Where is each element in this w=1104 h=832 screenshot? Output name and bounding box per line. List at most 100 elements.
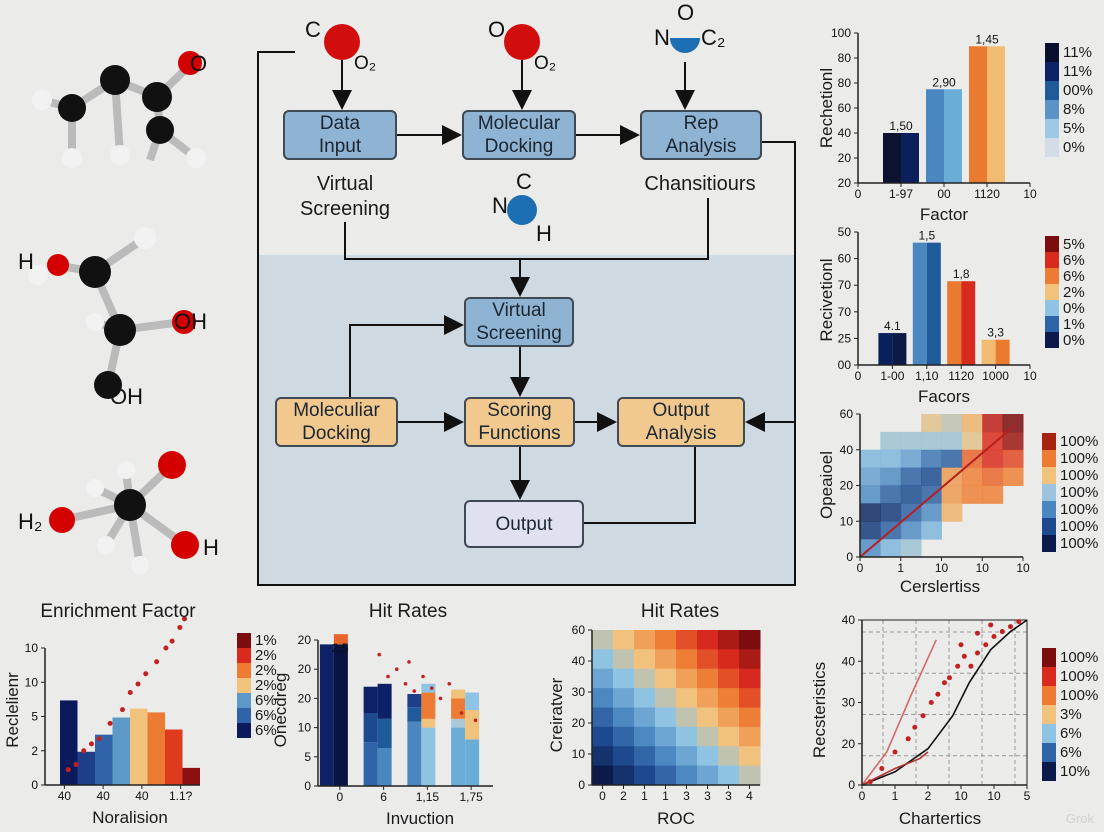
bar (944, 89, 962, 183)
x-tick-label: 1-00 (880, 369, 904, 383)
factor-bar-chart: 1,50 2,90 1,45 20 20 40 60 80 80 100 0 1-97 00 1120 10 (831, 26, 1037, 201)
heatmap-cell (655, 668, 677, 689)
y-tick-label: 20 (572, 716, 586, 730)
legend-label: 100% (1060, 535, 1099, 552)
legend-label: 100% (1060, 450, 1099, 467)
atom-label: H (18, 249, 34, 274)
atom-label: H (203, 535, 219, 560)
heatmap-cell (718, 765, 740, 786)
nch-molecule-icon (507, 195, 537, 225)
heatmap-cell (592, 649, 614, 670)
y-tick-label: 40 (842, 654, 856, 668)
legend-swatch (1045, 100, 1059, 119)
scatter-dot (421, 674, 425, 679)
heatmap-cell (921, 414, 942, 433)
bar (95, 734, 113, 785)
chart-svg: 0 10 20 40 60 0 1 10 10 10 (840, 407, 1030, 575)
y-tick-label: 10 (840, 514, 854, 528)
x-tick-label: 3 (704, 789, 711, 803)
scatter-dot (81, 748, 87, 754)
legend-label: 10% (1060, 763, 1091, 780)
heatmap-cell (676, 765, 698, 786)
data-input-box[interactable]: Data Input (283, 110, 397, 160)
virtual-screening-box[interactable]: Virtual Screening (464, 297, 574, 347)
scatter-dot (905, 736, 911, 742)
noc2-molecule-icon (670, 38, 700, 53)
legend-label: 100% (1060, 649, 1099, 666)
heatmap-cell (739, 649, 761, 670)
legend-label: 2% (255, 677, 277, 694)
chart-title: Enrichment Factor (40, 601, 196, 622)
scatter-dot (182, 616, 187, 622)
heatmap-cell (697, 649, 719, 670)
x-axis-label: Facors (918, 387, 970, 406)
bar (901, 133, 919, 183)
heatmap-cell (718, 688, 740, 708)
series-line (861, 751, 929, 786)
chart-svg: 1,50 2,90 1,45 20 20 40 60 80 80 100 0 1-97 00 1120 10 (831, 26, 1037, 201)
y-tick-label: 0 (31, 778, 38, 792)
heatmap-cell (676, 707, 698, 728)
scatter-dot (991, 634, 997, 639)
molecular-docking-step-box[interactable]: Moleculiar Docking (275, 397, 398, 447)
heatmap-cell (880, 539, 902, 558)
scatter-dot (473, 718, 478, 723)
scatter-dot (154, 659, 160, 665)
legend-swatch (1045, 81, 1059, 100)
legend-swatch (237, 723, 251, 738)
x-tick-label: 1,10 (915, 369, 939, 383)
heatmap-cell (941, 467, 963, 486)
heatmap-cell (592, 707, 614, 728)
legend-swatch (1045, 284, 1059, 300)
y-tick-label: 10 (25, 641, 39, 655)
output-analysis-box[interactable]: Output Analysis (617, 397, 745, 447)
legend-entry: 100% (1042, 501, 1098, 518)
heatmap-cell (697, 746, 719, 767)
heatmap-cell (900, 431, 922, 451)
x-tick-label: 40 (58, 789, 72, 803)
bar-segment (333, 634, 348, 645)
virtual-screening-note: Virtual Screening (299, 173, 391, 220)
y-tick-label: 10 (25, 675, 39, 689)
bar-segment (451, 718, 466, 728)
scatter-dot (892, 749, 898, 755)
output-box[interactable]: Output (464, 500, 584, 548)
y-tick-label: 40 (572, 654, 586, 668)
legend-label: 0% (1063, 331, 1085, 349)
atom-label: O (190, 51, 208, 76)
heatmap-cell (1002, 431, 1024, 451)
x-tick-label: 0 (857, 561, 864, 575)
legend-entry: 0% (1045, 300, 1085, 317)
x-tick-label: 0 (855, 369, 862, 383)
rep-analysis-box[interactable]: Rep Analysis (640, 110, 762, 160)
x-tick-label: 3 (725, 789, 732, 803)
scoring-functions-box[interactable]: Scoring Functions (464, 397, 575, 447)
flow-icon-label: O (677, 0, 695, 25)
heatmap-cell (592, 726, 614, 747)
hit-rates-heatmap: 0 10 20 30 40 60 0 2 1 1 3 3 3 4 (572, 623, 761, 803)
bar (130, 708, 148, 785)
x-axis-label: ROC (657, 809, 695, 828)
heatmap-cell (676, 688, 698, 708)
heatmap-cell (613, 746, 635, 767)
heatmap-cell (982, 485, 1004, 504)
legend-swatch (1045, 119, 1059, 138)
y-tick-label: 80 (838, 51, 852, 65)
atom-label: OH (110, 384, 143, 409)
legend-entry: 11% (1045, 62, 1093, 81)
legend-swatch (237, 633, 251, 648)
bar-segment (465, 692, 480, 711)
legend-entry: 1% (237, 632, 277, 649)
heatmap-cell (676, 668, 698, 689)
heatmap-cell (718, 726, 740, 747)
bar-data-label: 2,90 (932, 75, 956, 89)
legend-label: 100% (1060, 484, 1099, 501)
legend-entry: 2% (237, 677, 277, 694)
heatmap-cell (655, 649, 677, 670)
x-tick-label: 10 (976, 561, 990, 575)
molecular-docking-box[interactable]: Molecular Docking (462, 110, 576, 160)
heatmap-cell (718, 630, 740, 650)
x-tick-label: 0 (599, 789, 606, 803)
legend-swatch (1045, 316, 1059, 332)
bar (926, 89, 944, 183)
